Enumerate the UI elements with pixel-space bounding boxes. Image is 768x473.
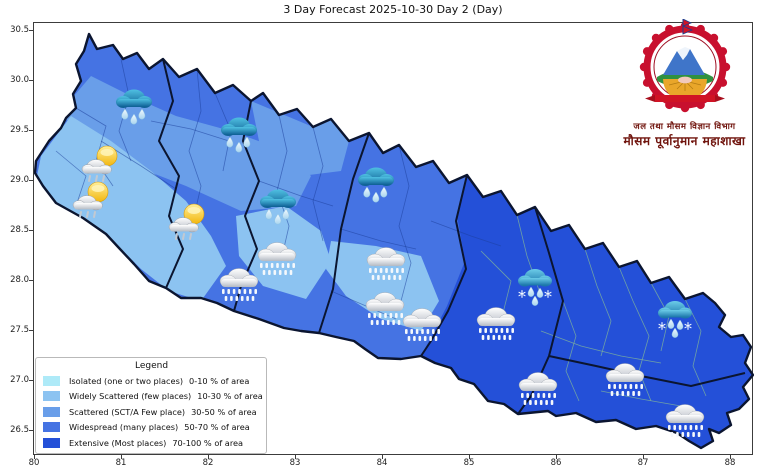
legend-swatch <box>43 406 60 417</box>
y-tick-label: 29.0 <box>10 175 29 185</box>
legend-item-4: Extensive (Most places) 70-100 % of area <box>43 435 260 451</box>
y-tick-mark <box>29 230 33 231</box>
legend-range: 10-30 % of area <box>197 391 263 402</box>
legend-range: 70-100 % of area <box>172 437 244 448</box>
mountain-shape <box>662 49 705 75</box>
legend-label: Widely Scattered (few places) <box>69 391 192 402</box>
y-tick-label: 27.5 <box>10 325 29 335</box>
x-tick-label: 83 <box>289 458 301 468</box>
y-tick-mark <box>29 380 33 381</box>
nepal-flag-icon <box>682 18 693 35</box>
x-tick-label: 87 <box>637 458 649 468</box>
legend-swatch <box>43 422 60 433</box>
y-tick-mark <box>29 30 33 31</box>
x-tick-mark <box>295 455 296 459</box>
x-tick-label: 81 <box>115 458 127 468</box>
x-tick-mark <box>556 455 557 459</box>
logo-division-name: मौसम पूर्वानुमान महाशाखा <box>623 134 746 148</box>
legend-label: Isolated (one or two places) <box>69 375 184 386</box>
legend-range: 30-50 % of area <box>191 406 257 417</box>
x-tick-mark <box>382 455 383 459</box>
x-tick-label: 82 <box>202 458 214 468</box>
legend-item-3: Widespread (many places) 50-70 % of area <box>43 420 260 436</box>
legend-item-2: Scattered (SCT/A Few place) 30-50 % of ar… <box>43 404 260 420</box>
y-tick-label: 26.5 <box>10 425 29 435</box>
y-tick-mark <box>29 330 33 331</box>
legend-rows: Isolated (one or two places) 0-10 % of ar… <box>43 373 263 451</box>
x-tick-mark <box>34 455 35 459</box>
legend-label: Scattered (SCT/A Few place) <box>69 406 186 417</box>
y-tick-label: 30.0 <box>10 75 29 85</box>
legend-range: 50-70 % of area <box>184 422 250 433</box>
dhm-emblem-icon <box>639 18 730 113</box>
legend-range: 0-10 % of area <box>189 375 250 386</box>
x-tick-label: 85 <box>463 458 475 468</box>
y-tick-label: 28.0 <box>10 275 29 285</box>
y-tick-label: 29.5 <box>10 125 29 135</box>
x-tick-mark <box>121 455 122 459</box>
legend-swatch <box>43 375 60 386</box>
x-tick-label: 86 <box>550 458 562 468</box>
x-tick-mark <box>208 455 209 459</box>
page-title: 3 Day Forecast 2025-10-30 Day 2 (Day) <box>283 3 503 16</box>
y-tick-mark <box>29 430 33 431</box>
legend-item-0: Isolated (one or two places) 0-10 % of ar… <box>43 373 260 389</box>
y-tick-mark <box>29 80 33 81</box>
x-tick-mark <box>469 455 470 459</box>
legend-label: Extensive (Most places) <box>69 437 167 448</box>
legend-label: Widespread (many places) <box>69 422 179 433</box>
y-tick-label: 28.5 <box>10 225 29 235</box>
legend-swatch <box>43 391 60 402</box>
x-tick-label: 80 <box>28 458 40 468</box>
x-tick-label: 84 <box>376 458 388 468</box>
y-tick-mark <box>29 180 33 181</box>
x-tick-label: 88 <box>724 458 736 468</box>
x-tick-mark <box>730 455 731 459</box>
y-tick-label: 30.5 <box>10 25 29 35</box>
y-tick-mark <box>29 280 33 281</box>
logo-org-name: जल तथा मौसम विज्ञान विभाग <box>633 122 736 132</box>
x-tick-mark <box>643 455 644 459</box>
legend-swatch <box>43 437 60 448</box>
y-tick-label: 27.0 <box>10 375 29 385</box>
y-tick-mark <box>29 130 33 131</box>
map-plot-area: Legend Isolated (one or two places) 0-10 … <box>33 18 754 455</box>
map-legend: Legend Isolated (one or two places) 0-10 … <box>35 357 267 454</box>
legend-title: Legend <box>134 361 169 371</box>
nepal-outline <box>34 32 754 450</box>
legend-item-1: Widely Scattered (few places) 10-30 % of … <box>43 389 263 405</box>
dhm-logo: जल तथा मौसम विज्ञान विभाग मौसम पूर्वानुम… <box>602 18 767 149</box>
